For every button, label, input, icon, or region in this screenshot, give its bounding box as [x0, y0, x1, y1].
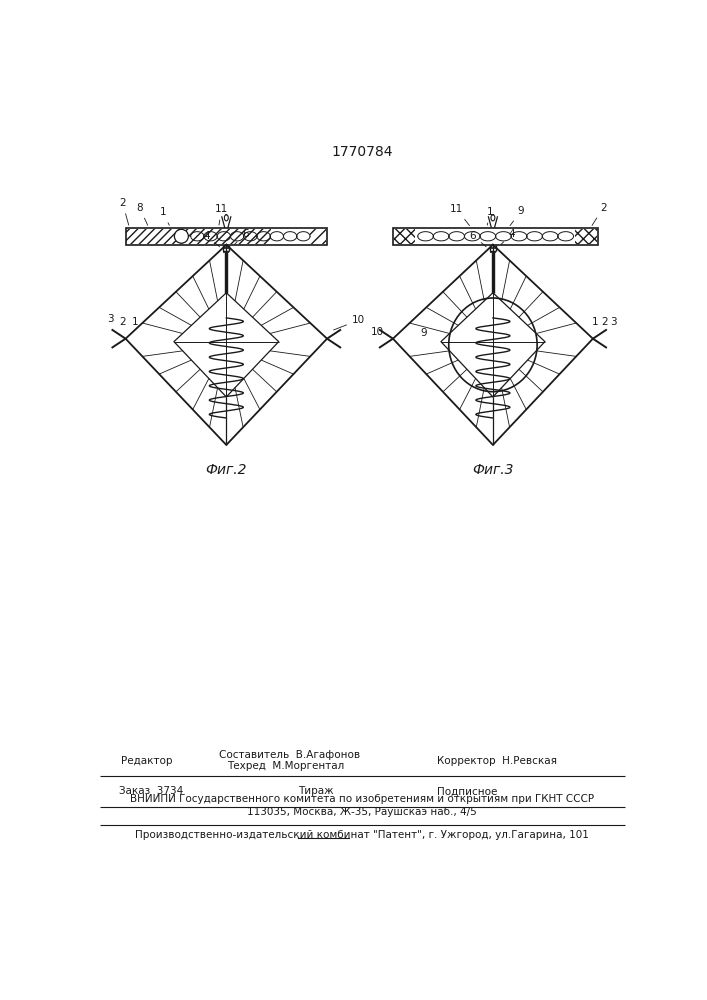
Text: Производственно-издательский комбинат "Патент", г. Ужгород, ул.Гагарина, 101: Производственно-издательский комбинат "П…: [135, 830, 589, 840]
Text: 2: 2: [601, 317, 608, 327]
Text: 1: 1: [592, 317, 599, 327]
Text: 9: 9: [510, 206, 525, 226]
Bar: [310, 229, 325, 244]
Text: Корректор  Н.Ревская: Корректор Н.Ревская: [437, 756, 557, 766]
Text: 1: 1: [132, 317, 138, 327]
Text: 11: 11: [450, 204, 469, 226]
Circle shape: [175, 229, 188, 243]
Text: 2: 2: [119, 317, 126, 327]
Text: Тираж: Тираж: [298, 786, 333, 796]
Bar: [127, 229, 271, 244]
Text: 3: 3: [107, 314, 113, 324]
Text: Фиг.3: Фиг.3: [472, 463, 514, 477]
Text: 2: 2: [592, 203, 607, 225]
Text: 2: 2: [119, 198, 129, 225]
Text: Редактор: Редактор: [121, 756, 173, 766]
Text: Фиг.2: Фиг.2: [206, 463, 247, 477]
Text: 1: 1: [160, 207, 169, 225]
Text: 3: 3: [611, 317, 617, 327]
Text: 4: 4: [501, 229, 515, 244]
Text: 1: 1: [486, 207, 493, 225]
Bar: [393, 228, 598, 245]
Bar: [394, 229, 416, 244]
Text: 10: 10: [371, 327, 384, 337]
Text: ВНИИПИ Государственного комитета по изобретениям и открытиям при ГКНТ СССР: ВНИИПИ Государственного комитета по изоб…: [130, 794, 594, 804]
Text: 113035, Москва, Ж-35, Раушскаэ наб., 4/5: 113035, Москва, Ж-35, Раушскаэ наб., 4/5: [247, 807, 477, 817]
Bar: [575, 229, 597, 244]
Bar: [126, 228, 327, 245]
Text: 4: 4: [203, 231, 220, 247]
Text: 1770784: 1770784: [331, 145, 392, 159]
Text: 6: 6: [469, 231, 486, 247]
Text: 11: 11: [215, 204, 228, 225]
Text: 10: 10: [334, 315, 365, 330]
Text: Техред  М.Моргентал: Техред М.Моргентал: [228, 761, 344, 771]
Text: Составитель  В.Агафонов: Составитель В.Агафонов: [219, 750, 361, 760]
Text: Заказ  3734: Заказ 3734: [119, 786, 184, 796]
Text: Подписное: Подписное: [437, 786, 498, 796]
Text: 6: 6: [235, 229, 248, 244]
Text: 9: 9: [421, 328, 427, 338]
Text: 8: 8: [136, 203, 148, 225]
